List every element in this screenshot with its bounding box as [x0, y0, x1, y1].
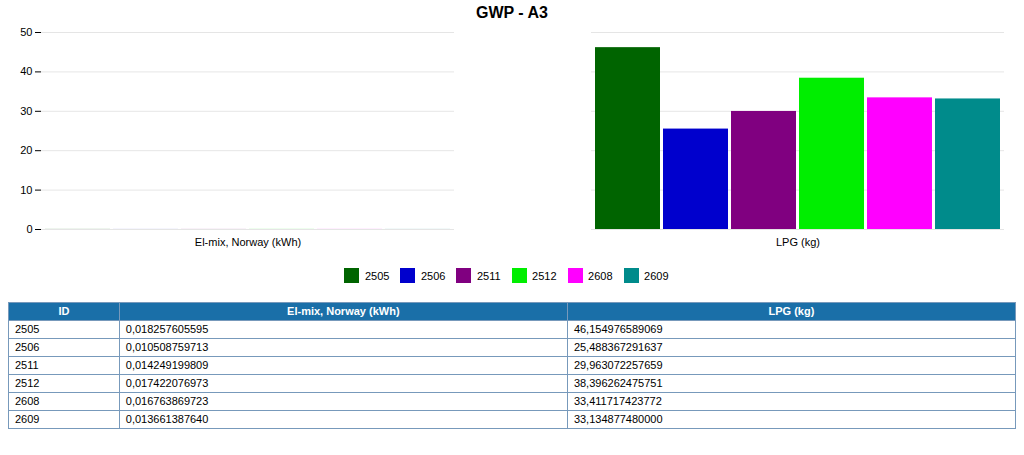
html-text:2512: 2512 [532, 269, 557, 282]
html-text:0,018257605595: 0,018257605595 [125, 322, 209, 335]
html-text:2609: 2609 [15, 412, 40, 425]
html-text:2512: 2512 [15, 376, 40, 389]
html-text:38,396262475751: 38,396262475751 [573, 376, 663, 389]
html-text:0,016763869723: 0,016763869723 [125, 394, 209, 407]
svg-text:0: 0 [26, 223, 32, 235]
html-text:2505: 2505 [365, 269, 390, 282]
svg-text:40: 40 [20, 65, 32, 77]
svg-text:LPG (kg): LPG (kg) [776, 236, 820, 248]
html-text:LPG (kg): LPG (kg) [768, 304, 815, 317]
html-text:0,010508759713: 0,010508759713 [125, 340, 209, 353]
html-text:El-mix, Norway (kWh): El-mix, Norway (kWh) [287, 304, 400, 317]
html-text:0,017422076973: 0,017422076973 [125, 376, 209, 389]
html-text:ID: ID [58, 304, 70, 317]
html-text:2608: 2608 [588, 269, 613, 282]
html-text:2505: 2505 [15, 322, 40, 335]
html-text:2609: 2609 [644, 269, 669, 282]
html-text:0,014249199809: 0,014249199809 [125, 358, 209, 371]
html-text:2511: 2511 [15, 358, 39, 371]
html-text:GWP - A3: GWP - A3 [476, 4, 548, 21]
svg-text:10: 10 [20, 184, 32, 196]
html-text:2506: 2506 [420, 269, 446, 282]
html-text:33,134877480000: 33,134877480000 [573, 412, 663, 425]
html-text:46,154976589069: 46,154976589069 [573, 322, 663, 335]
svg-text:30: 30 [20, 105, 32, 117]
html-text:2511: 2511 [476, 269, 501, 282]
html-text:2608: 2608 [15, 394, 40, 407]
html-text:29,963072257659: 29,963072257659 [573, 358, 663, 371]
html-text:25,488367291637: 25,488367291637 [573, 340, 663, 353]
svg-text:El-mix, Norway (kWh): El-mix, Norway (kWh) [195, 236, 301, 248]
svg-text:50: 50 [20, 26, 32, 38]
html-text:33,411717423772: 33,411717423772 [573, 394, 662, 407]
html-text:0,013661387640: 0,013661387640 [125, 412, 209, 425]
svg-text:20: 20 [20, 144, 32, 156]
html-text:2506: 2506 [15, 340, 40, 353]
